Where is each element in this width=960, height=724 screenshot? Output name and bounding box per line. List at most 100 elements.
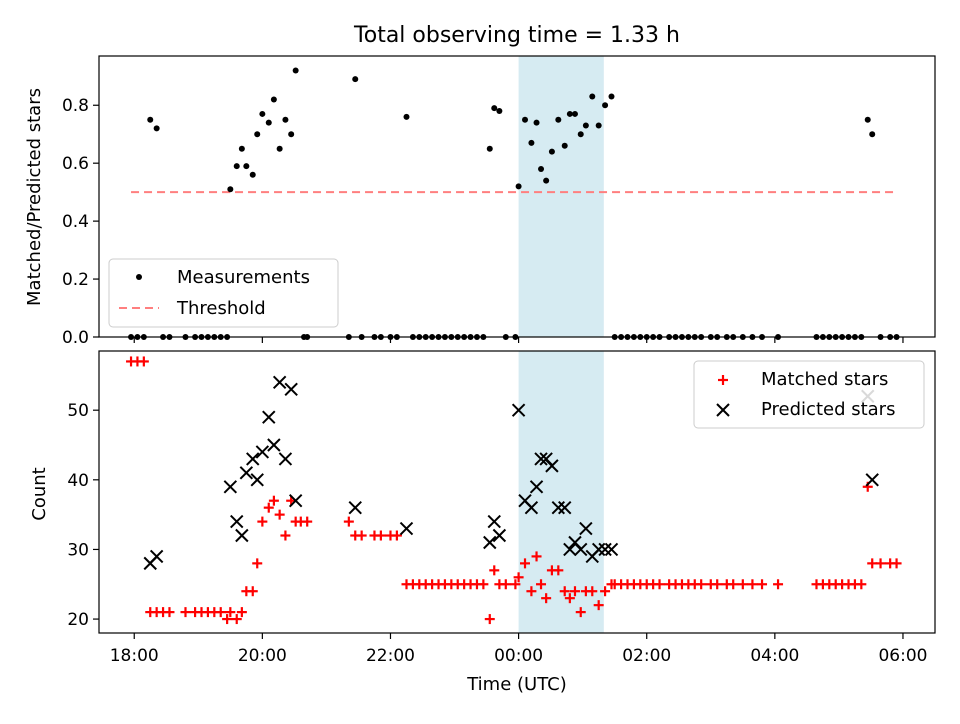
predicted-star-point — [278, 452, 293, 466]
panel-ratio: 0.00.20.40.60.8 Matched/Predicted stars … — [24, 55, 936, 348]
matched-star-point — [747, 579, 758, 590]
matched-star-point — [526, 586, 537, 597]
predicted-star-point — [246, 452, 260, 466]
matched-star-point — [215, 607, 226, 618]
predicted-star-point — [865, 473, 879, 487]
matched-star-point — [478, 579, 489, 590]
measurement-point — [589, 93, 596, 100]
y-tick-label: 50 — [67, 401, 89, 421]
matched-star-point — [225, 607, 236, 618]
legend-frame-top — [108, 258, 339, 328]
matched-star-point — [500, 579, 511, 590]
measurement-point — [227, 186, 234, 193]
matched-star-point — [773, 579, 784, 590]
predicted-star-point — [483, 535, 497, 550]
matched-star-point — [164, 607, 175, 618]
predicted-star-point — [492, 528, 507, 543]
predicted-star-point — [348, 500, 362, 515]
predicted-star-point — [239, 466, 254, 480]
measurement-point — [147, 116, 154, 123]
matched-star-point — [654, 579, 665, 590]
matched-star-point — [587, 586, 598, 597]
legend-bottom: Matched stars Predicted stars — [693, 360, 925, 429]
measurement-point — [555, 116, 562, 123]
predicted-star-point — [149, 549, 164, 564]
measurement-point — [496, 108, 503, 115]
measurement-point — [243, 163, 250, 170]
predicted-star-point — [255, 445, 270, 459]
x-tick-label: 06:00 — [878, 646, 927, 666]
predicted-star-point — [551, 500, 566, 515]
measurement-point — [582, 122, 589, 129]
y-tick-label: 0.8 — [62, 96, 89, 116]
measurement-point — [276, 145, 283, 152]
matched-star-point — [712, 579, 723, 590]
matched-star-point — [356, 530, 367, 541]
predicted-star-point — [223, 480, 238, 494]
matched-star-point — [757, 579, 768, 590]
x-tick-label: 18:00 — [110, 646, 159, 666]
predicted-star-points — [143, 375, 879, 571]
matched-star-point — [569, 586, 580, 597]
measurement-point — [259, 110, 266, 117]
predicted-star-point — [529, 480, 544, 494]
measurement-point — [522, 116, 529, 123]
predicted-star-point — [604, 542, 619, 557]
legend-label-measurements: Measurements — [177, 267, 310, 288]
matched-star-point — [520, 558, 531, 569]
panel-counts: 20 30 40 50 18:00 20:00 22:00 00:00 02:00 04:00 0… — [29, 350, 936, 695]
predicted-star-point — [267, 438, 281, 452]
matched-star-point — [891, 558, 902, 569]
y-ticks-top: 0.0 0.2 0.4 0.6 0.8 — [62, 96, 99, 348]
measurement-point — [491, 105, 498, 112]
measurement-point — [249, 171, 256, 178]
legend-top: Measurements Threshold — [108, 258, 339, 328]
y-tick-label: 0.0 — [62, 328, 89, 348]
legend-marker-matched — [718, 375, 728, 385]
measurement-point — [566, 110, 573, 117]
matched-star-point — [536, 579, 547, 590]
measurement-point — [571, 110, 578, 117]
matched-star-point — [531, 551, 542, 562]
matched-star-point — [600, 586, 611, 597]
matched-star-point — [489, 565, 500, 576]
legend-marker-predicted — [716, 403, 730, 417]
matched-star-point — [513, 572, 524, 583]
measurement-point — [538, 165, 545, 172]
observing-span-shade — [518, 56, 604, 337]
legend-label-matched: Matched stars — [761, 369, 888, 390]
matched-star-point — [257, 516, 268, 527]
y-tick-label: 30 — [67, 540, 89, 560]
x-tick-label: 00:00 — [494, 646, 543, 666]
x-tick-label: 22:00 — [366, 646, 415, 666]
measurement-point — [577, 131, 584, 138]
predicted-star-point — [487, 514, 501, 529]
predicted-star-point — [284, 382, 298, 397]
matched-star-point — [510, 579, 521, 590]
y-tick-label: 0.6 — [62, 154, 89, 174]
x-tick-label: 02:00 — [622, 646, 671, 666]
matched-star-point — [268, 495, 279, 506]
matched-star-point — [343, 516, 354, 527]
y-ticks-bottom: 20 30 40 50 — [67, 401, 99, 630]
measurement-point — [233, 163, 240, 170]
predicted-star-point — [262, 410, 276, 424]
y-axis-label-bottom: Count — [29, 467, 50, 520]
observing-span-shade — [518, 351, 604, 633]
chart-title: Total observing time = 1.33 h — [353, 23, 680, 48]
measurement-point — [292, 67, 299, 74]
legend-marker-measurements — [136, 274, 142, 280]
measurement-point — [595, 122, 602, 129]
matched-star-point — [564, 593, 575, 604]
measurement-point — [515, 183, 522, 190]
measurement-point — [238, 145, 245, 152]
predicted-star-point — [524, 500, 539, 515]
matched-star-point — [180, 607, 191, 618]
measurement-point — [270, 96, 277, 103]
matched-star-points — [126, 356, 902, 625]
matched-star-point — [553, 565, 564, 576]
matched-star-point — [138, 356, 149, 367]
x-tick-label: 20:00 — [238, 646, 287, 666]
measurement-point — [403, 113, 410, 120]
